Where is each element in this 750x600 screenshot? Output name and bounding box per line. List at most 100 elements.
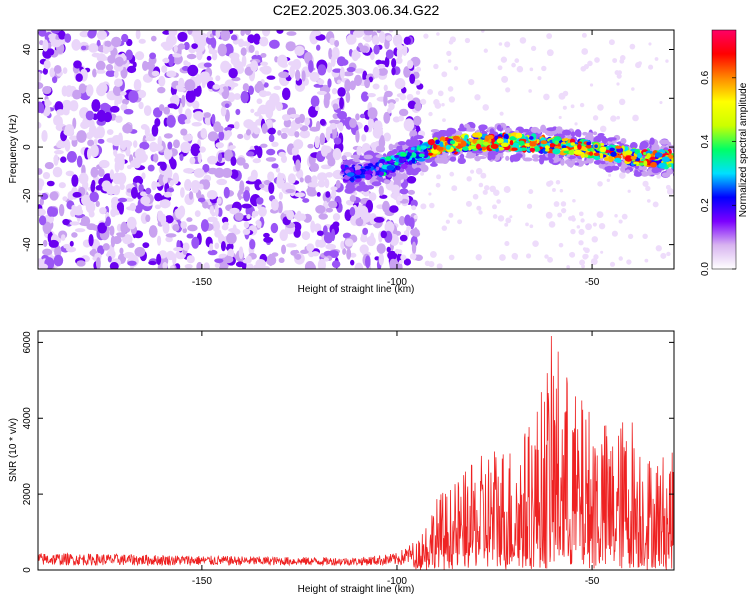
noise-blob — [135, 30, 141, 40]
noise-dot — [546, 49, 554, 57]
noise-blob — [163, 191, 173, 198]
noise-dot — [547, 256, 553, 263]
ridge-blob — [557, 143, 561, 147]
noise-blob — [317, 179, 326, 188]
noise-dot — [504, 222, 509, 227]
noise-blob — [134, 51, 145, 61]
noise-blob — [220, 30, 231, 42]
noise-blob — [328, 250, 339, 259]
ridge-blob — [464, 134, 469, 140]
noise-blob — [342, 247, 347, 255]
noise-blob — [186, 53, 197, 60]
noise-blob — [97, 222, 108, 234]
noise-blob — [42, 239, 48, 247]
ridge-halo — [598, 163, 606, 169]
noise-dot — [478, 210, 483, 215]
noise-blob — [264, 91, 272, 96]
noise-blob — [242, 228, 251, 235]
noise-blob — [112, 184, 121, 196]
spectrogram-panel: -150 -100 -50 -40 -20 0 20 40 Height of straig… — [8, 29, 675, 295]
noise-blob — [107, 54, 116, 64]
noise-blob — [320, 164, 332, 170]
ridge-blob — [509, 139, 514, 146]
noise-dot — [618, 219, 623, 224]
noise-dot — [592, 115, 599, 121]
noise-blob — [330, 186, 338, 191]
noise-blob — [240, 30, 245, 36]
noise-dot — [546, 181, 552, 187]
noise-blob — [93, 138, 98, 145]
noise-dot — [642, 233, 648, 240]
ridge-blob — [572, 145, 579, 150]
ridge-halo — [620, 137, 627, 144]
noise-blob — [39, 197, 44, 206]
noise-blob — [331, 228, 336, 242]
noise-blob — [334, 40, 340, 48]
noise-blob — [310, 95, 320, 108]
noise-blob — [126, 38, 133, 47]
noise-dot — [608, 173, 612, 177]
noise-blob — [224, 126, 232, 132]
noise-blob — [369, 213, 377, 225]
noise-blob — [154, 192, 163, 202]
snr-frame — [37, 330, 675, 571]
noise-dot — [566, 265, 570, 269]
ridge-halo — [489, 128, 495, 134]
noise-blob — [173, 246, 184, 252]
noise-blob — [252, 158, 262, 164]
noise-blob — [71, 232, 78, 238]
noise-blob — [349, 118, 357, 129]
noise-blob — [268, 39, 280, 49]
noise-blob — [76, 155, 83, 168]
noise-blob — [51, 76, 58, 84]
noise-blob — [115, 56, 124, 67]
noise-blob — [343, 71, 354, 77]
noise-blob — [314, 135, 320, 149]
noise-blob — [372, 66, 380, 79]
noise-dot — [457, 219, 463, 225]
noise-blob — [270, 222, 279, 234]
ridge-blob — [435, 139, 440, 145]
ridge-blob — [609, 147, 615, 152]
noise-dot — [584, 247, 590, 254]
noise-dot — [571, 215, 575, 219]
noise-blob — [167, 141, 173, 150]
noise-blob — [159, 104, 165, 112]
noise-blob — [299, 177, 304, 183]
noise-dot — [579, 102, 585, 108]
noise-blob — [368, 76, 374, 83]
ridge-blob — [549, 142, 556, 148]
noise-blob — [273, 85, 282, 91]
noise-blob — [344, 238, 354, 247]
ridge-blob — [379, 171, 385, 176]
noise-dot — [446, 50, 452, 57]
ridge-blob — [610, 151, 617, 157]
ridge-blob — [584, 154, 589, 158]
noise-dot — [496, 199, 501, 204]
noise-blob — [245, 129, 252, 136]
noise-dot — [525, 253, 532, 259]
noise-blob — [200, 219, 210, 232]
noise-blob — [215, 142, 224, 149]
noise-dot — [399, 241, 403, 246]
noise-dot — [580, 218, 585, 223]
noise-dot — [442, 118, 446, 123]
noise-blob — [231, 228, 241, 235]
noise-blob — [285, 188, 295, 194]
noise-blob — [38, 82, 44, 90]
noise-blob — [349, 195, 357, 202]
noise-blob — [95, 200, 100, 207]
noise-blob — [164, 215, 174, 224]
noise-blob — [304, 175, 312, 184]
noise-blob — [102, 243, 110, 251]
ridge-blob — [490, 143, 499, 149]
noise-blob — [126, 65, 137, 74]
noise-blob — [383, 132, 392, 142]
noise-blob — [375, 59, 383, 66]
noise-blob — [294, 45, 305, 57]
ridge-halo — [371, 181, 382, 187]
ridge-halo — [629, 142, 638, 150]
noise-dot — [406, 93, 414, 101]
ridge-halo — [522, 157, 533, 162]
noise-dot — [483, 48, 488, 53]
